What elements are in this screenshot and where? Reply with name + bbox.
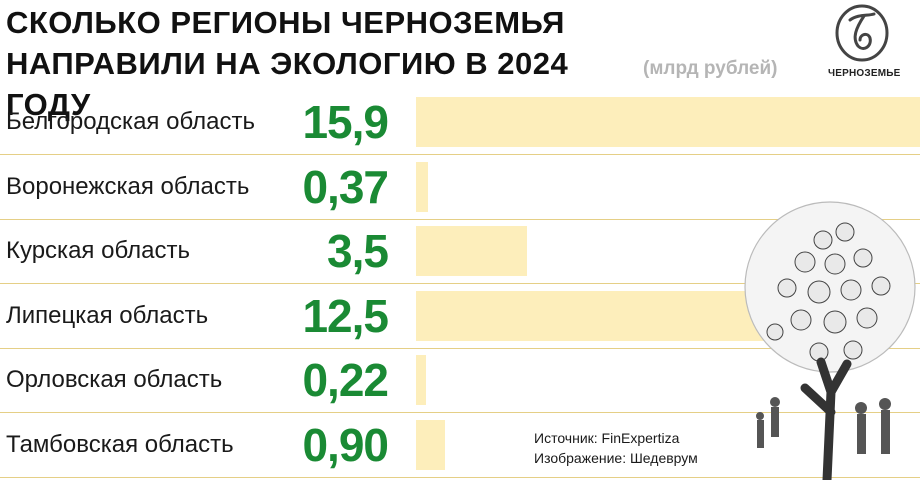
bar bbox=[416, 226, 527, 277]
bar bbox=[416, 161, 428, 212]
bar bbox=[416, 355, 426, 406]
brand-emblem-icon bbox=[835, 4, 889, 62]
row-separator bbox=[0, 476, 920, 478]
category-label: Орловская область bbox=[6, 366, 223, 393]
row-separator bbox=[0, 154, 920, 155]
apple-tree-illustration bbox=[744, 201, 916, 480]
bar bbox=[416, 419, 445, 470]
brand-name: ЧЕРНОЗЕМЬЕ bbox=[828, 68, 901, 79]
image-credit-text: Изображение: Шедеврум bbox=[534, 450, 698, 466]
source-text: Источник: FinExpertiza bbox=[534, 430, 680, 446]
row-separator bbox=[0, 412, 920, 413]
chart-title: СКОЛЬКО РЕГИОНЫ ЧЕРНОЗЕМЬЯ НАПРАВИЛИ НА … bbox=[6, 2, 646, 125]
title-line-2: НАПРАВИЛИ НА ЭКОЛОГИЮ В 2024 ГОДУ bbox=[6, 46, 569, 122]
category-label: Воронежская область bbox=[6, 172, 250, 200]
source-note: Источник: FinExpertiza Изображение: Шеде… bbox=[534, 428, 698, 468]
value-label: 12,5 bbox=[302, 289, 389, 342]
value-label: 0,90 bbox=[302, 418, 389, 471]
category-label: Тамбовская область bbox=[6, 430, 234, 458]
row-separator bbox=[0, 218, 920, 220]
category-label: Белгородская область bbox=[6, 108, 255, 135]
bar bbox=[416, 97, 920, 148]
value-label: 15,9 bbox=[302, 96, 389, 148]
category-label: Липецкая область bbox=[6, 301, 209, 329]
row-separator bbox=[0, 283, 920, 284]
title-line-1: СКОЛЬКО РЕГИОНЫ ЧЕРНОЗЕМЬЯ bbox=[6, 5, 565, 40]
value-label: 0,37 bbox=[302, 160, 389, 213]
brand-logo: ЧЕРНОЗЕМЬЕ bbox=[828, 2, 914, 82]
value-label: 0,22 bbox=[302, 354, 389, 406]
unit-label: (млрд рублей) bbox=[643, 58, 778, 79]
row-separator bbox=[0, 347, 920, 349]
category-label: Курская область bbox=[6, 237, 190, 264]
value-label: 3,5 bbox=[327, 225, 389, 277]
